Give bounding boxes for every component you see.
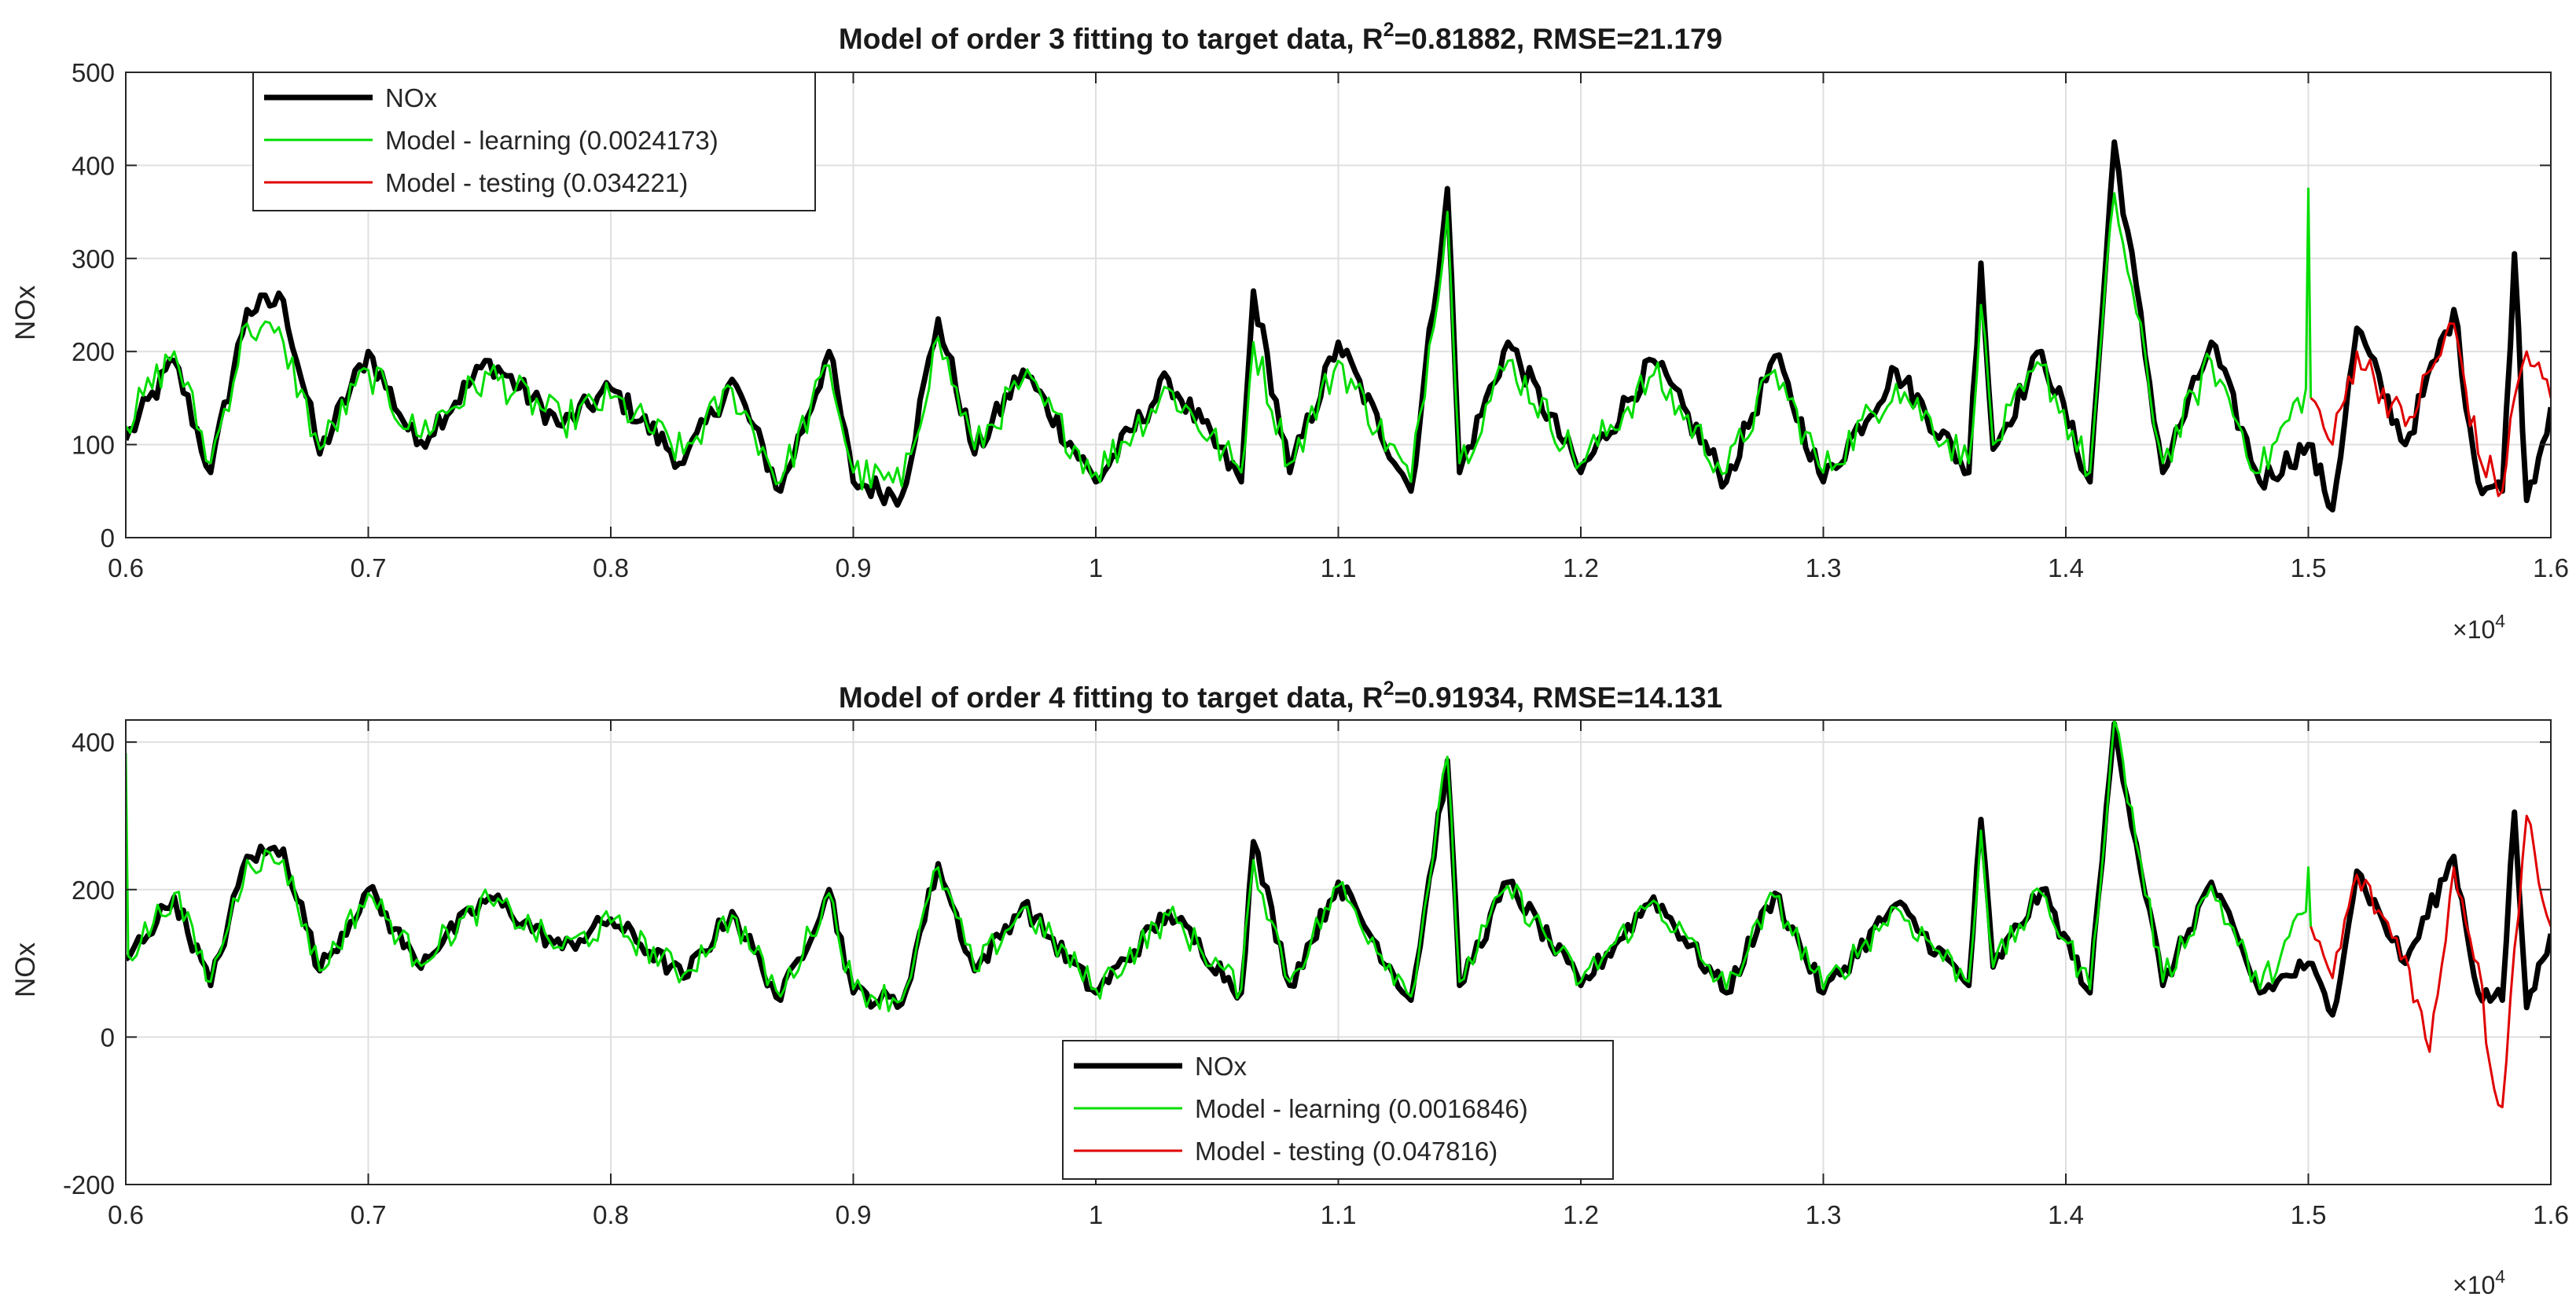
- plot-series: [126, 139, 2551, 512]
- y-axis-label: NOx: [10, 942, 41, 998]
- series-line-model-learning: [126, 720, 2313, 1012]
- y-tick-label: 300: [72, 244, 115, 274]
- legend-label: NOx: [385, 83, 438, 112]
- x-tick-label: 1.3: [1806, 1200, 1842, 1229]
- y-tick-label: 200: [72, 337, 115, 366]
- plot-series: [126, 720, 2551, 1108]
- x-tick-label: 1.5: [2291, 1200, 2327, 1229]
- y-tick-label: 100: [72, 431, 115, 460]
- y-tick-label: 500: [72, 58, 115, 87]
- legend-label: Model - learning (0.0024173): [385, 126, 718, 155]
- chart-panel-order-3: Model of order 3 fitting to target data,…: [10, 19, 2569, 644]
- y-tick-label: 0: [101, 1023, 115, 1052]
- y-tick-label: 400: [72, 728, 115, 757]
- y-tick-label: -200: [63, 1170, 115, 1199]
- chart-panel-order-4: Model of order 4 fitting to target data,…: [10, 678, 2569, 1299]
- series-line-model-testing: [2310, 814, 2551, 1108]
- y-tick-label: 200: [72, 876, 115, 905]
- legend-label: Model - testing (0.047816): [1195, 1137, 1497, 1166]
- x-tick-label: 1.2: [1563, 1200, 1599, 1229]
- x-tick-label: 1.1: [1321, 553, 1357, 582]
- y-axis-label: NOx: [10, 285, 41, 341]
- title-rest: =0.81882, RMSE=21.179: [1395, 23, 1723, 55]
- axis-ticks: 0.6 0.7 0.8 0.9 1 1.1 1.2 1.3 1.4 1.5 1.6 0 100 200 30…: [72, 58, 2569, 582]
- x-tick-label: 1.2: [1563, 553, 1599, 582]
- x-tick-label: 1.1: [1321, 1200, 1357, 1229]
- x-tick-label: 1.4: [2048, 1200, 2084, 1229]
- x-tick-label: 0.7: [351, 553, 387, 582]
- x-axis-exponent: ×104: [2453, 611, 2505, 644]
- x-tick-label: 1.3: [1806, 553, 1842, 582]
- x-tick-label: 0.6: [108, 553, 144, 582]
- x-tick-label: 1: [1089, 1200, 1103, 1229]
- x-tick-label: 1.5: [2291, 553, 2327, 582]
- series-line-model-testing: [2310, 322, 2551, 498]
- x-tick-label: 0.8: [593, 1200, 629, 1229]
- x-tick-label: 0.7: [351, 1200, 387, 1229]
- legend-label: Model - testing (0.034221): [385, 168, 688, 197]
- title-main: Model of order 3 fitting to target data,…: [839, 23, 1384, 55]
- x-tick-label: 0.8: [593, 553, 629, 582]
- legend: NOx Model - learning (0.0016846) Model - t…: [1062, 1040, 1614, 1180]
- title-superscript: 2: [1384, 678, 1395, 700]
- legend-label: NOx: [1195, 1052, 1248, 1081]
- chart-title: Model of order 3 fitting to target data,…: [839, 19, 1722, 55]
- legend: NOx Model - learning (0.0024173) Model - t…: [252, 72, 816, 211]
- x-tick-label: 0.9: [836, 1200, 872, 1229]
- title-superscript: 2: [1384, 19, 1395, 41]
- title-rest: =0.91934, RMSE=14.131: [1395, 681, 1723, 714]
- x-tick-label: 1.6: [2533, 553, 2569, 582]
- x-axis-exponent: ×104: [2453, 1266, 2505, 1299]
- y-tick-label: 0: [101, 523, 115, 553]
- axis-ticks: 0.6 0.7 0.8 0.9 1 1.1 1.2 1.3 1.4 1.5 1.6 -200 0 200 4…: [63, 720, 2569, 1229]
- x-tick-label: 0.6: [108, 1200, 144, 1229]
- chart-title: Model of order 4 fitting to target data,…: [839, 678, 1722, 714]
- x-tick-label: 1.4: [2048, 553, 2084, 582]
- y-tick-label: 400: [72, 151, 115, 180]
- x-tick-label: 0.9: [836, 553, 872, 582]
- x-tick-label: 1.6: [2533, 1200, 2569, 1229]
- title-main: Model of order 4 fitting to target data,…: [839, 681, 1384, 714]
- legend-label: Model - learning (0.0016846): [1195, 1094, 1528, 1123]
- series-line-model-learning: [126, 187, 2313, 491]
- x-tick-label: 1: [1089, 553, 1103, 582]
